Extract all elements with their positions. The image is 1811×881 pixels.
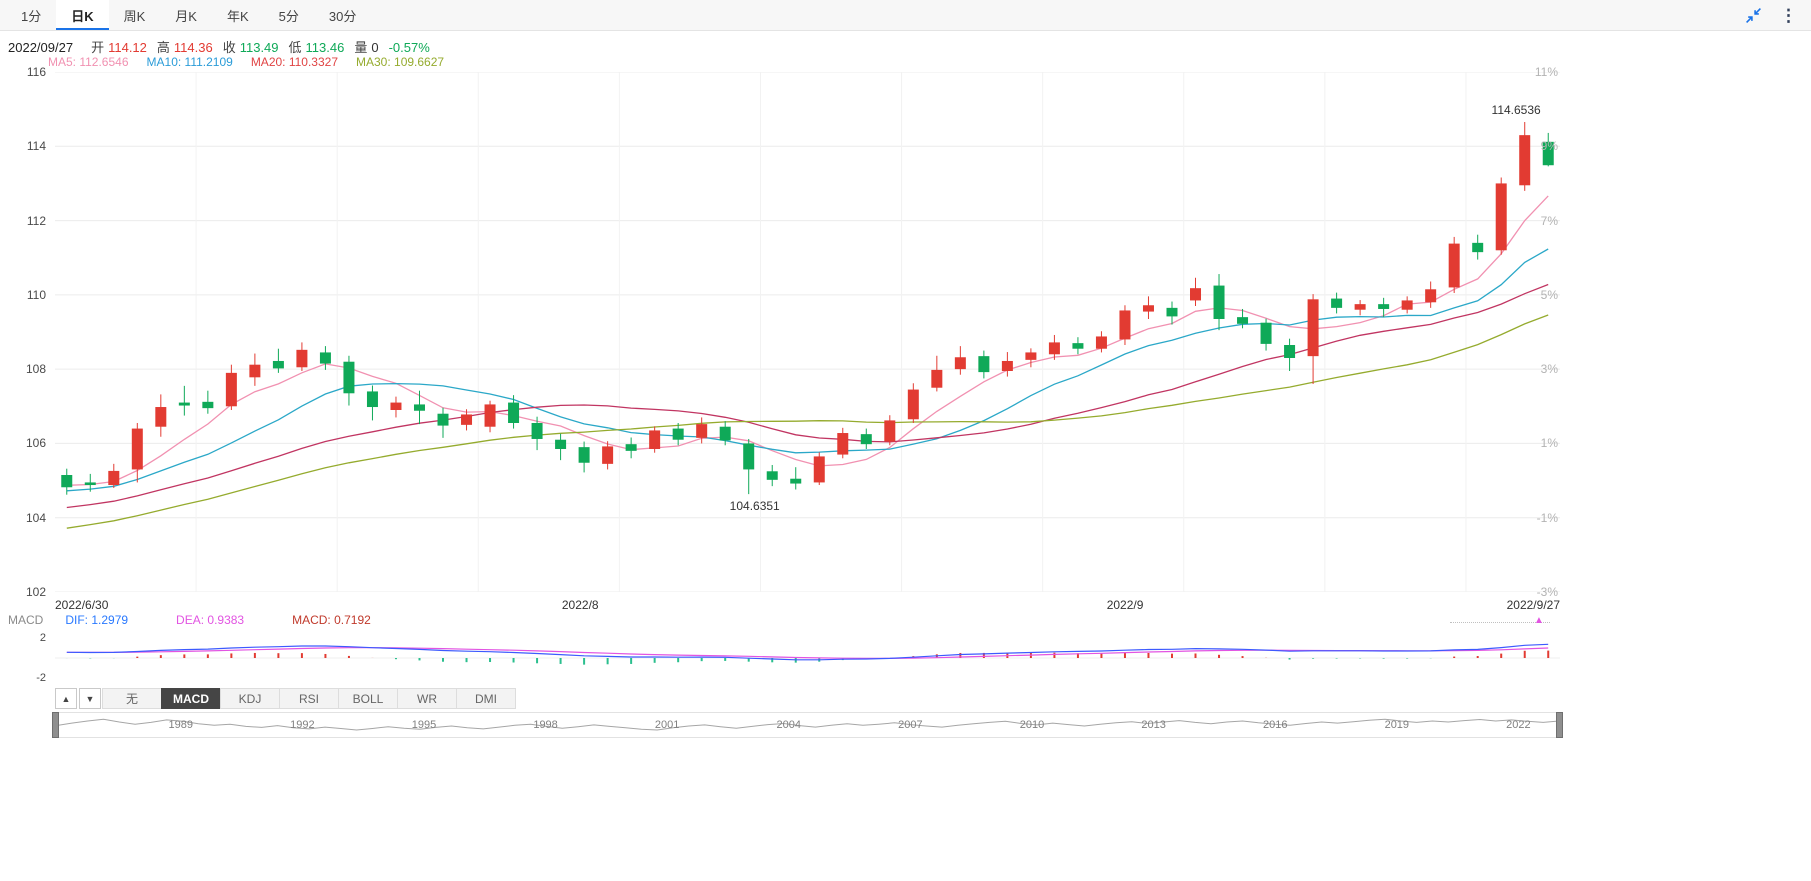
quote-field-label: 收 (222, 40, 236, 55)
period-tab-月K[interactable]: 月K (175, 8, 197, 24)
ma-legend-item: MA20: 110.3327 (250, 55, 338, 69)
price-tick: 110 (26, 287, 46, 302)
navigator-svg (56, 718, 1559, 731)
ma-legend-item: MA5: 112.6546 (48, 55, 129, 69)
period-tab-年K[interactable]: 年K (226, 8, 249, 24)
macd-legend-item: DEA: 0.9383 (176, 613, 245, 627)
low-price-annotation: 104.6351 (730, 499, 780, 513)
nav-year-label: 1992 (290, 719, 315, 731)
price-tick: 116 (26, 65, 46, 79)
macd-latest-leader-line (1450, 622, 1550, 623)
quote-field-value: 114.12 (108, 40, 147, 55)
timeline-navigator[interactable]: 1989 1992 1995 1998 2001 2004 2007 2010 2013 2016… (52, 712, 1563, 738)
period-tab-5分[interactable]: 5分 (278, 8, 299, 24)
percent-tick: 1% (1540, 436, 1558, 451)
panel-shrink-button[interactable]: ▼ (79, 688, 101, 709)
price-tick: 104 (25, 510, 46, 525)
navigator-handle-right[interactable] (1556, 712, 1563, 738)
macd-legend-item: MACD: 0.7192 (292, 613, 371, 627)
quote-field-value: 114.36 (173, 40, 213, 55)
period-tab-1分[interactable]: 1分 (21, 8, 42, 24)
macd-legend-item: DIF: 1.2979 (65, 613, 129, 627)
period-tabs: 1分 日K 周K 月K 年K 5分 30分 (0, 0, 371, 30)
panel-grow-button[interactable]: ▲ (55, 688, 77, 709)
date-tick: 2022/6/30 (55, 598, 109, 612)
quote-field-label: 低 (288, 40, 302, 55)
percent-tick: 5% (1540, 287, 1558, 302)
nav-year-label: 2007 (898, 719, 923, 731)
period-tab-日K[interactable]: 日K (56, 0, 109, 30)
ma-legend: MA5: 112.6546 MA10: 111.2109 MA20: 110.332… (48, 55, 462, 69)
indicator-tab-无[interactable]: 无 (102, 688, 162, 709)
date-tick: 2022/8 (561, 598, 599, 612)
price-tick: 114 (26, 139, 46, 154)
nav-year-label: 2019 (1384, 719, 1410, 731)
macd-tick: 2 (39, 632, 46, 644)
quote-field-label: 开 (91, 40, 105, 55)
period-tab-周K[interactable]: 周K (123, 8, 146, 24)
indicator-toolbar: ▲ ▼ 无 MACD KDJ RSI BOLL WR DMI (55, 688, 516, 709)
collapse-panel-icon[interactable] (1745, 7, 1762, 24)
toolbar-icons: ⋮ (1745, 0, 1811, 30)
nav-year-label: 2013 (1141, 719, 1166, 731)
date-tick: 2022/9 (1106, 598, 1144, 612)
more-menu-icon[interactable]: ⋮ (1780, 5, 1797, 25)
quote-field-value: 113.46 (305, 40, 345, 55)
price-tick: 108 (25, 362, 46, 377)
indicator-tab-RSI[interactable]: RSI (279, 688, 339, 709)
ma-legend-item: MA30: 109.6627 (356, 55, 445, 69)
percent-tick: 9% (1540, 139, 1558, 154)
macd-canvas[interactable] (55, 632, 1560, 684)
price-tick: 112 (26, 213, 46, 228)
quote-field-label: 高 (156, 40, 170, 55)
percent-tick: -3% (1536, 585, 1558, 599)
quote-field-label: 量 (354, 40, 368, 55)
indicator-tab-BOLL[interactable]: BOLL (338, 688, 398, 709)
navigator-handle-left[interactable] (52, 712, 59, 738)
indicator-tab-DMI[interactable]: DMI (456, 688, 516, 709)
percent-tick: 3% (1540, 362, 1558, 377)
indicator-tab-WR[interactable]: WR (397, 688, 457, 709)
nav-year-label: 2022 (1506, 719, 1531, 731)
price-tick: 102 (25, 585, 46, 599)
high-price-annotation: 114.6536 (1492, 103, 1541, 117)
macd-legend: MACD DIF: 1.2979 DEA: 0.9383 MACD: 0.7192 ▲ (8, 613, 1568, 630)
quote-change: -0.57% (388, 40, 430, 55)
percent-tick: 7% (1540, 213, 1558, 228)
nav-year-label: 1998 (533, 719, 558, 731)
price-axis: 116 114 112 110 108 106 104 102 (0, 65, 48, 599)
candlestick-svg: 114.6536 104.6351 (55, 72, 1560, 592)
percent-tick: -1% (1536, 510, 1558, 525)
quote-field-value: 113.49 (239, 40, 279, 55)
nav-year-label: 1995 (411, 719, 437, 731)
indicator-tab-KDJ[interactable]: KDJ (220, 688, 280, 709)
macd-title: MACD (8, 613, 44, 627)
nav-year-label: 2010 (1019, 719, 1045, 731)
quote-field-value: 0 (371, 40, 379, 55)
macd-tick: -2 (36, 672, 46, 684)
nav-year-label: 2004 (776, 719, 802, 731)
indicator-tabs: 无 MACD KDJ RSI BOLL WR DMI (102, 688, 516, 709)
quote-date: 2022/09/27 (8, 40, 74, 55)
period-toolbar: 1分 日K 周K 月K 年K 5分 30分 ⋮ (0, 0, 1811, 31)
date-axis: 2022/6/30 2022/8 2022/9 2022/9/27 (55, 598, 1560, 614)
nav-year-label: 2016 (1262, 719, 1288, 731)
nav-year-label: 1989 (168, 719, 193, 731)
macd-svg (55, 643, 1560, 665)
period-tab-30分[interactable]: 30分 (328, 8, 357, 24)
price-tick: 106 (25, 436, 46, 451)
percent-tick: 11% (1534, 65, 1558, 79)
date-tick: 2022/9/27 (1506, 598, 1560, 612)
macd-axis: 2 -2 (0, 632, 48, 684)
main-chart-area: 116 114 112 110 108 106 104 102 114.6536 104.635… (0, 65, 1570, 614)
quote-summary: 2022/09/27 开 114.12 高 114.36 收 113.49 低 113.46 量 0… (8, 37, 430, 56)
candlestick-canvas[interactable]: 114.6536 104.6351 11% 9% 7% 5% 3% 1% -1% -3% (55, 65, 1560, 599)
nav-year-label: 2001 (654, 719, 680, 731)
indicator-tab-MACD[interactable]: MACD (161, 688, 221, 709)
macd-latest-marker-icon: ▲ (1534, 615, 1544, 626)
ma-legend-item: MA10: 111.2109 (146, 55, 233, 69)
